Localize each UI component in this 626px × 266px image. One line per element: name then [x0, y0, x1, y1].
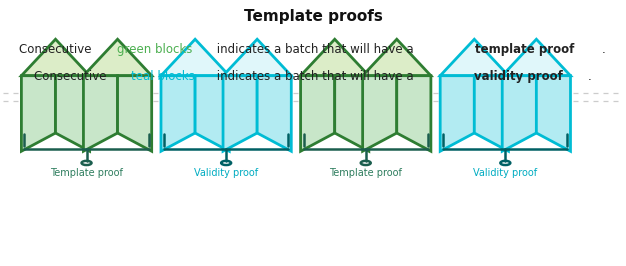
- Text: Template proof: Template proof: [50, 168, 123, 178]
- Text: .: .: [602, 43, 605, 56]
- Text: Validity proof: Validity proof: [473, 168, 537, 178]
- Polygon shape: [118, 76, 151, 151]
- Polygon shape: [362, 39, 431, 76]
- Text: Validity proof: Validity proof: [194, 168, 258, 178]
- Polygon shape: [21, 39, 90, 76]
- Polygon shape: [257, 76, 291, 151]
- Text: Consecutive: Consecutive: [34, 70, 110, 84]
- Polygon shape: [335, 76, 369, 151]
- Text: Consecutive: Consecutive: [19, 43, 96, 56]
- Polygon shape: [440, 76, 475, 151]
- Polygon shape: [161, 39, 229, 76]
- Text: .: .: [588, 70, 592, 84]
- Polygon shape: [56, 76, 90, 151]
- Polygon shape: [502, 76, 536, 151]
- Text: validity proof: validity proof: [474, 70, 563, 84]
- Polygon shape: [440, 39, 508, 76]
- Polygon shape: [300, 76, 335, 151]
- Polygon shape: [536, 76, 570, 151]
- Polygon shape: [475, 76, 508, 151]
- Text: indicates a batch that will have a: indicates a batch that will have a: [213, 43, 418, 56]
- Polygon shape: [223, 76, 257, 151]
- Polygon shape: [502, 39, 570, 76]
- Text: teal blocks: teal blocks: [131, 70, 195, 84]
- Polygon shape: [300, 39, 369, 76]
- Polygon shape: [83, 76, 118, 151]
- Polygon shape: [21, 76, 56, 151]
- Text: green blocks: green blocks: [117, 43, 192, 56]
- Polygon shape: [195, 76, 229, 151]
- Polygon shape: [362, 76, 397, 151]
- Text: template proof: template proof: [475, 43, 574, 56]
- Text: indicates a batch that will have a: indicates a batch that will have a: [213, 70, 417, 84]
- Polygon shape: [397, 76, 431, 151]
- Text: Template proofs: Template proofs: [244, 9, 382, 24]
- Polygon shape: [161, 76, 195, 151]
- Polygon shape: [223, 39, 291, 76]
- Polygon shape: [83, 39, 151, 76]
- Text: Template proof: Template proof: [329, 168, 402, 178]
